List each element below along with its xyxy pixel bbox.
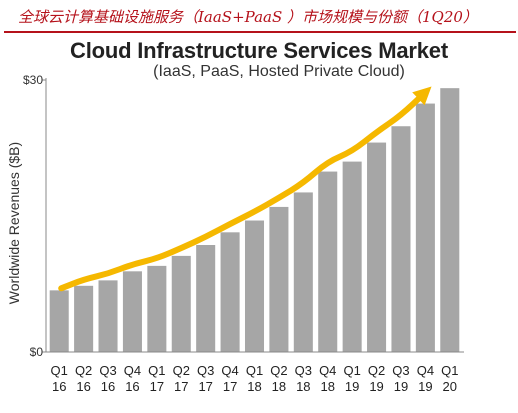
x-tick-label-quarter: Q4 — [124, 363, 141, 378]
x-tick-label-quarter: Q4 — [221, 363, 238, 378]
bar — [122, 271, 142, 352]
bar — [342, 161, 362, 352]
x-tick-label-quarter: Q1 — [246, 363, 263, 378]
bar — [367, 142, 387, 352]
bar — [49, 290, 69, 352]
x-tick-label-quarter: Q1 — [51, 363, 68, 378]
x-tick-label-year: 17 — [174, 379, 188, 394]
x-tick-label-quarter: Q2 — [270, 363, 287, 378]
bar — [415, 103, 435, 352]
x-tick-label-year: 16 — [52, 379, 66, 394]
bar — [318, 171, 338, 352]
caption-text: 全球云计算基础设施服务（IaaS+PaaS ）市场规模与份额（1Q20） — [18, 8, 478, 26]
bar — [196, 245, 216, 352]
x-tick-labels: Q116Q216Q316Q416Q117Q217Q317Q417Q118Q218… — [51, 363, 459, 394]
x-tick-label-quarter: Q3 — [197, 363, 214, 378]
bar — [293, 192, 313, 352]
x-tick-label-quarter: Q2 — [368, 363, 385, 378]
x-tick-label-year: 16 — [125, 379, 139, 394]
x-tick-label-quarter: Q1 — [343, 363, 360, 378]
caption-divider — [4, 31, 516, 33]
axis-layer: $30 $0 — [23, 73, 464, 359]
bar — [98, 280, 118, 352]
x-tick-label-year: 19 — [369, 379, 383, 394]
bar — [220, 232, 240, 352]
x-tick-label-year: 17 — [198, 379, 212, 394]
y-tick-label: $0 — [30, 345, 44, 359]
x-tick-label-quarter: Q2 — [75, 363, 92, 378]
x-tick-label-year: 17 — [150, 379, 164, 394]
bar — [74, 285, 94, 352]
x-tick-label-year: 18 — [321, 379, 335, 394]
bar — [269, 206, 289, 352]
bars-layer — [49, 88, 460, 353]
trend-layer — [58, 86, 432, 292]
bar — [440, 88, 460, 352]
x-tick-label-year: 19 — [345, 379, 359, 394]
x-tick-label-quarter: Q3 — [99, 363, 116, 378]
x-tick-label-year: 18 — [296, 379, 310, 394]
bar — [147, 265, 167, 352]
x-tick-label-quarter: Q3 — [295, 363, 312, 378]
x-tick-label-year: 17 — [223, 379, 237, 394]
x-tick-label-year: 18 — [247, 379, 261, 394]
bar — [171, 255, 191, 352]
report-caption: 全球云计算基础设施服务（IaaS+PaaS ）市场规模与份额（1Q20） — [0, 0, 518, 34]
x-tick-label-quarter: Q1 — [148, 363, 165, 378]
x-tick-label-year: 19 — [418, 379, 432, 394]
x-tick-label-year: 16 — [101, 379, 115, 394]
bar — [244, 220, 265, 352]
x-tick-label-quarter: Q3 — [392, 363, 409, 378]
x-tick-label-quarter: Q2 — [173, 363, 190, 378]
bar — [391, 126, 411, 353]
chart-title: Cloud Infrastructure Services Market — [70, 38, 448, 63]
x-tick-label-year: 20 — [443, 379, 457, 394]
x-tick-label-year: 16 — [76, 379, 90, 394]
x-tick-label-quarter: Q4 — [319, 363, 336, 378]
trend-arrow — [58, 86, 432, 292]
x-tick-label-year: 19 — [394, 379, 408, 394]
x-tick-label-quarter: Q1 — [441, 363, 458, 378]
x-tick-label-quarter: Q4 — [417, 363, 434, 378]
x-tick-label-year: 18 — [272, 379, 286, 394]
chart-subtitle: (IaaS, PaaS, Hosted Private Cloud) — [153, 63, 405, 80]
y-tick-label: $30 — [23, 73, 43, 87]
